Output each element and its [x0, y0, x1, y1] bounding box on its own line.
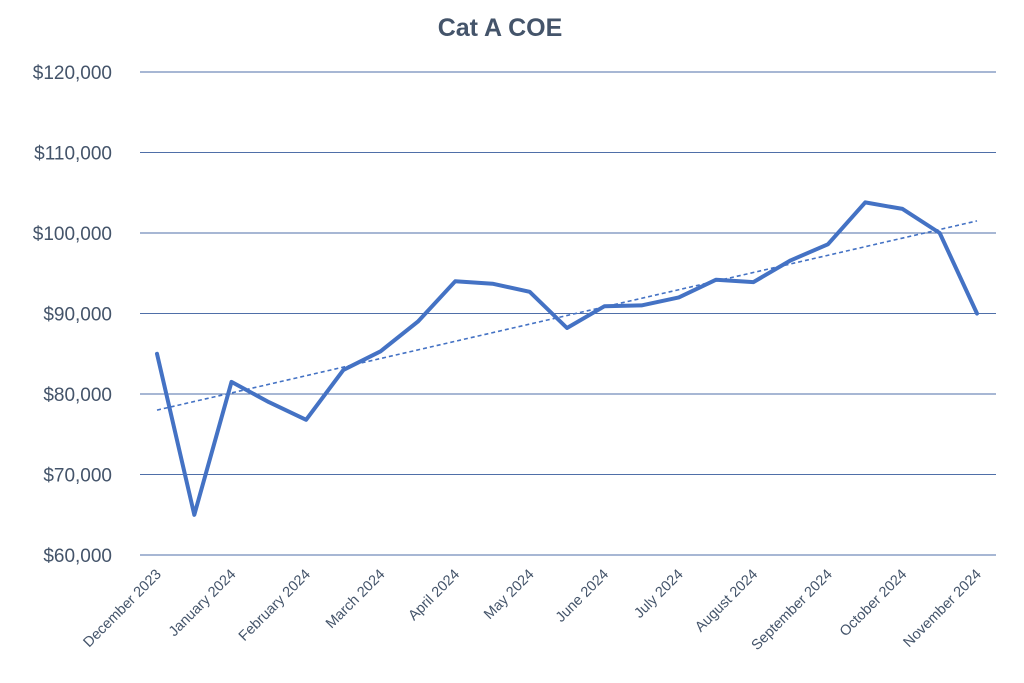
gridlines [140, 71, 996, 556]
x-tick-label: April 2024 [406, 567, 463, 624]
y-tick-label: $110,000 [34, 144, 112, 165]
y-tick-label: $60,000 [43, 546, 112, 567]
x-tick-label: August 2024 [692, 567, 761, 636]
x-tick-label: September 2024 [749, 567, 836, 654]
y-axis-ticks: $60,000 $70,000 $80,000 $90,000 $100,000 $110… [33, 63, 112, 567]
y-tick-label: $80,000 [43, 385, 112, 406]
y-tick-label: $90,000 [43, 305, 112, 326]
x-tick-label: June 2024 [553, 567, 612, 626]
x-tick-label: February 2024 [236, 567, 314, 645]
x-tick-label: January 2024 [166, 567, 239, 640]
y-tick-label: $120,000 [33, 63, 112, 84]
series-line [155, 200, 979, 517]
y-tick-label: $100,000 [33, 224, 112, 245]
x-tick-label: March 2024 [323, 567, 388, 632]
x-tick-label: November 2024 [901, 567, 985, 651]
x-tick-label: May 2024 [481, 567, 537, 623]
y-tick-label: $70,000 [43, 466, 112, 487]
x-tick-label: July 2024 [631, 567, 686, 622]
x-tick-label: October 2024 [837, 567, 910, 640]
trendline-series [156, 220, 978, 411]
series-layer [155, 200, 979, 517]
chart-title: Cat A COE [437, 14, 563, 42]
x-tick-label: December 2023 [81, 567, 165, 651]
